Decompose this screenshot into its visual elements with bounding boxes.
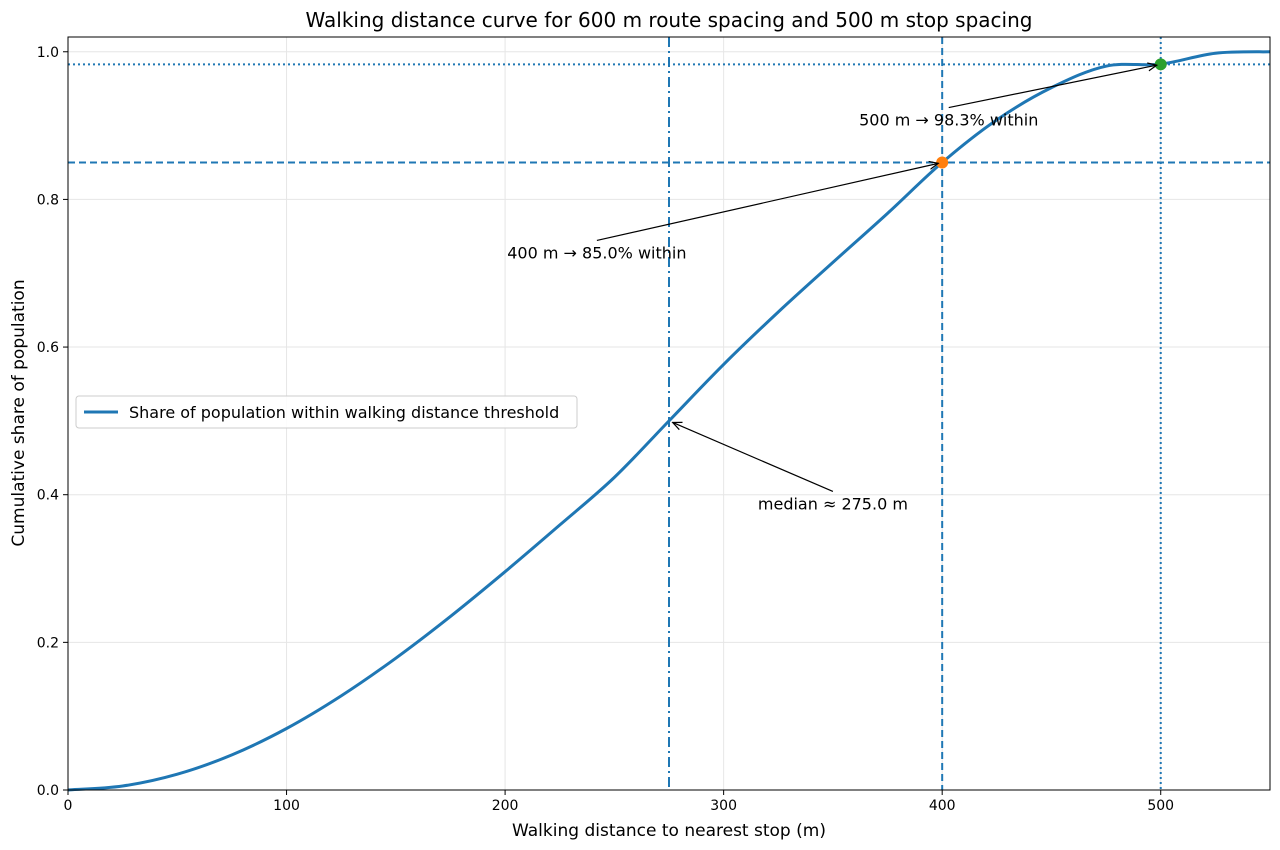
- y-tick-label-4: 0.8: [37, 192, 59, 208]
- annotation-arrow-1: [948, 65, 1157, 109]
- x-tick-label-4: 400: [929, 798, 956, 814]
- x-axis-label: Walking distance to nearest stop (m): [512, 821, 826, 841]
- legend: Share of population within walking dista…: [75, 395, 578, 429]
- y-tick-label-0: 0.0: [37, 783, 59, 799]
- x-tick-label-2: 200: [492, 798, 519, 814]
- y-tick-label-2: 0.4: [37, 488, 59, 504]
- annotation-text-1: 500 m → 98.3% within: [859, 111, 1038, 130]
- annotation-arrow-2: [673, 422, 834, 493]
- y-tick-label-3: 0.6: [37, 340, 59, 356]
- highlight-point-1: [1154, 58, 1167, 71]
- axis-ticks: 0 100 200 300 400 500 0.0 0.2 0.4 0.6 0.8 1.0: [37, 45, 1174, 814]
- y-tick-label-1: 0.2: [37, 635, 59, 651]
- x-tick-label-5: 500: [1147, 798, 1174, 814]
- plot-frame: [67, 36, 1271, 791]
- highlight-point-0: [936, 156, 949, 169]
- x-tick-label-3: 300: [710, 798, 737, 814]
- y-tick-label-5: 1.0: [37, 45, 59, 61]
- x-tick-label-0: 0: [64, 798, 73, 814]
- legend-box: [75, 395, 578, 429]
- chart-title: Walking distance curve for 600 m route s…: [306, 8, 1033, 32]
- annotation-text-0: 400 m → 85.0% within: [507, 243, 686, 262]
- annotation-arrow-0: [596, 163, 938, 242]
- legend-label: Share of population within walking dista…: [129, 403, 559, 422]
- annotation-text-2: median ≈ 275.0 m: [758, 494, 908, 513]
- y-axis-label: Cumulative share of population: [9, 279, 29, 546]
- annotations: 400 m → 85.0% within 500 m → 98.3% within…: [507, 65, 1157, 513]
- x-tick-label-1: 100: [273, 798, 300, 814]
